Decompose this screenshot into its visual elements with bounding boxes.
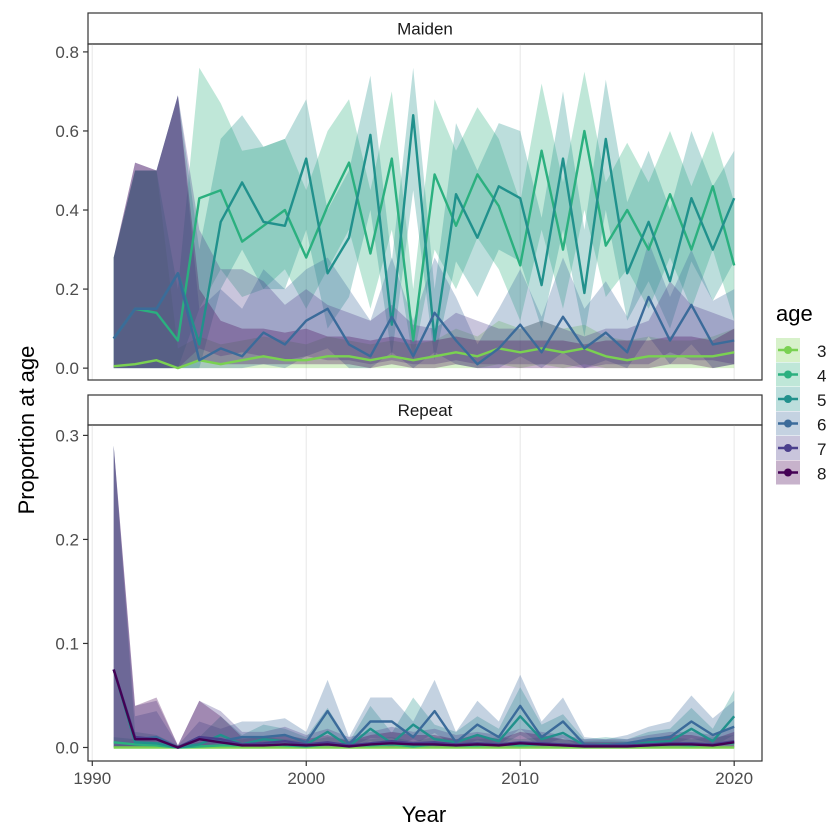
y-tick-label: 0.4 [55,201,79,220]
plot-area [112,445,736,749]
x-tick-label: 2000 [287,769,325,788]
legend-item-age-5: 5 [776,387,826,411]
facet-panel-repeat: Repeat 0.0 0.1 0.2 0.3 [55,394,763,762]
legend-item-age-8: 8 [776,460,826,485]
y-tick-label: 0.1 [55,634,79,653]
legend-item-age-7: 7 [776,436,826,460]
ribbon-age-3 [113,170,735,369]
ribbon-age-6 [113,445,735,748]
x-tick-label: 2010 [501,769,539,788]
facet-label: Repeat [398,401,453,420]
x-tick-label: 1990 [73,769,111,788]
legend-key-point [784,346,792,354]
facet-label: Maiden [397,20,453,39]
legend-label: 8 [817,465,826,484]
ribbon-age-7 [113,95,735,369]
panel-border [87,424,763,762]
legend-key-point [784,370,792,379]
x-axis-title: Year [402,802,446,827]
ribbon-age-6 [113,95,735,369]
y-tick-label: 0.2 [55,280,79,299]
legend-label: 7 [817,440,826,459]
line-age-3 [113,347,735,370]
legend-key-point [784,395,792,403]
legend-label: 5 [817,391,826,410]
legend-title: age [776,301,813,326]
line-age-4 [112,129,736,342]
legend-item-age-3: 3 [776,338,826,362]
panel-border [87,43,763,381]
y-tick-label: 0.6 [55,122,79,141]
legend: age 3 4 5 6 7 8 [776,301,826,485]
facet-strip [87,394,763,426]
legend-key-point [784,444,792,452]
line-age-8 [112,669,735,749]
y-axis-title: Proportion at age [14,346,39,515]
line-age-6 [112,669,735,749]
ribbon-age-8 [113,95,735,369]
legend-item-age-4: 4 [776,362,826,387]
y-tick-label: 0.0 [55,359,79,378]
y-tick-label: 0.0 [55,738,79,757]
legend-key-point [784,419,792,428]
x-tick-label: 2020 [715,769,753,788]
line-age-6 [112,272,735,366]
legend-key-point [784,468,792,477]
facet-strip [87,12,763,45]
y-tick-label: 0.3 [55,426,79,445]
facet-panel-maiden: Maiden 0.0 0.2 0.4 0.6 0.8 [55,12,763,381]
legend-label: 6 [817,416,826,435]
y-tick-label: 0.8 [55,43,79,62]
legend-item-age-6: 6 [776,411,826,436]
legend-label: 3 [817,342,826,361]
plot-area [112,67,736,370]
line-age-5 [112,113,736,346]
y-tick-label: 0.2 [55,530,79,549]
legend-label: 4 [817,367,826,386]
